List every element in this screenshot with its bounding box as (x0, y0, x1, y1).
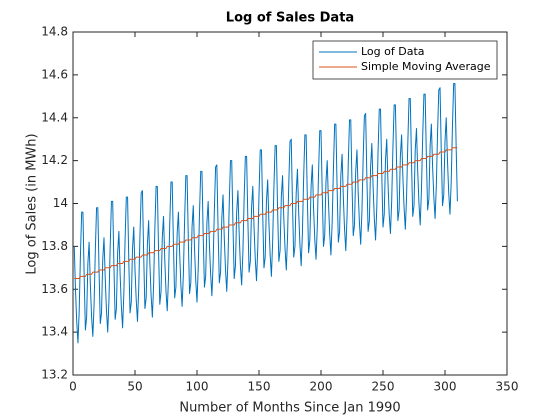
y-tick-label: 13.6 (41, 282, 68, 296)
legend: Log of Data Simple Moving Average (312, 40, 498, 80)
legend-label: Log of Data (361, 45, 425, 58)
plot-area (73, 32, 507, 375)
y-tick-label: 14.8 (41, 25, 68, 39)
y-tick-label: 14 (53, 196, 68, 210)
chart-title: Log of Sales Data (226, 11, 354, 26)
legend-label: Simple Moving Average (361, 60, 491, 73)
y-tick-label: 14.6 (41, 67, 68, 81)
axes-box (72, 31, 508, 376)
y-tick-label: 14.4 (41, 110, 68, 124)
x-tick-label: 0 (69, 380, 77, 394)
x-tick-label: 300 (434, 380, 457, 394)
x-tick-label: 100 (186, 380, 209, 394)
data-line (74, 147, 458, 280)
legend-box (312, 40, 498, 80)
y-tick-label: 13.2 (41, 368, 68, 382)
x-tick-label: 350 (496, 380, 519, 394)
y-tick-label: 13.8 (41, 239, 68, 253)
x-tick-label: 250 (372, 380, 395, 394)
x-tick-label: 150 (248, 380, 271, 394)
data-line (73, 82, 458, 344)
x-tick-label: 200 (310, 380, 333, 394)
x-tick-label: 50 (127, 380, 142, 394)
x-axis-label: Number of Months Since Jan 1990 (179, 401, 400, 416)
y-axis-label: Log of Sales (in MWh) (25, 133, 40, 274)
y-tick-label: 13.4 (41, 325, 68, 339)
y-tick-label: 14.2 (41, 153, 68, 167)
